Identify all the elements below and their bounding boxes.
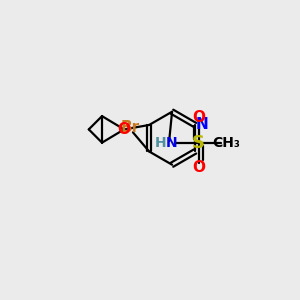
- Text: N: N: [166, 136, 177, 150]
- Text: Br: Br: [120, 120, 140, 135]
- Text: S: S: [192, 134, 205, 152]
- Text: H: H: [155, 136, 167, 150]
- Text: O: O: [118, 122, 130, 137]
- Text: N: N: [195, 118, 208, 133]
- Text: O: O: [193, 160, 206, 175]
- Text: CH₃: CH₃: [213, 136, 241, 150]
- Text: O: O: [193, 110, 206, 125]
